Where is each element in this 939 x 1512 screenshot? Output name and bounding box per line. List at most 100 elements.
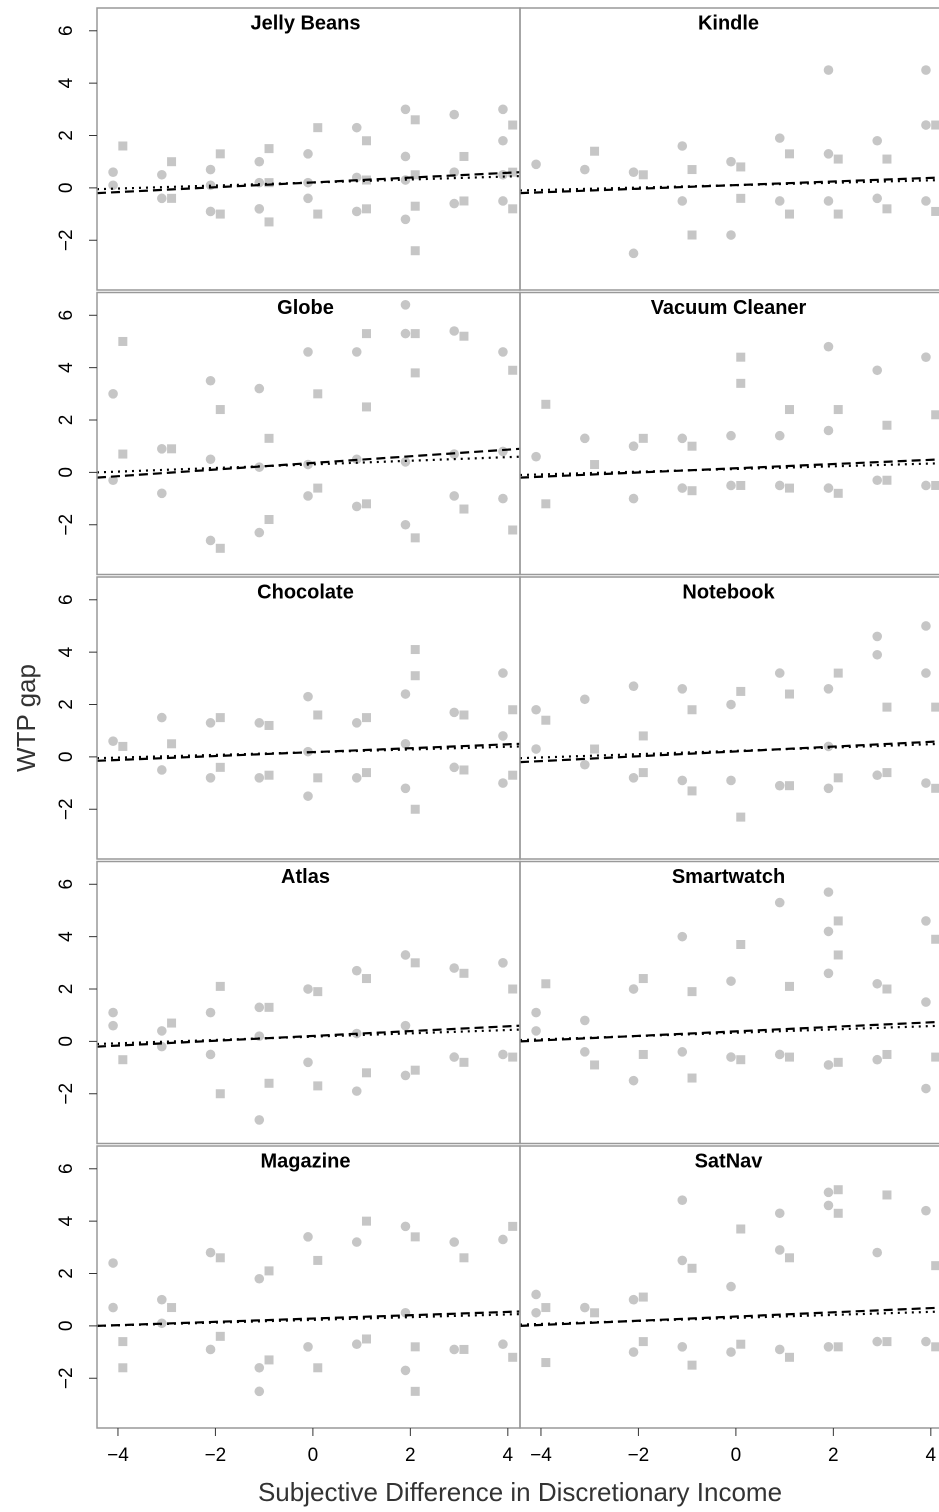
panel-border bbox=[519, 860, 939, 1145]
point bbox=[590, 1060, 600, 1070]
point bbox=[264, 1078, 274, 1088]
point bbox=[921, 778, 931, 788]
point bbox=[264, 770, 274, 780]
x-tick-label: −2 bbox=[628, 1445, 650, 1466]
point bbox=[157, 488, 167, 499]
point bbox=[205, 1344, 216, 1355]
point bbox=[736, 378, 746, 388]
point bbox=[726, 976, 736, 986]
y-tick-label: 0 bbox=[56, 467, 77, 478]
point bbox=[498, 196, 508, 206]
point bbox=[205, 718, 216, 728]
point bbox=[108, 389, 118, 399]
point bbox=[833, 773, 843, 783]
point bbox=[921, 352, 931, 362]
point bbox=[215, 762, 225, 772]
point bbox=[726, 1347, 736, 1357]
point bbox=[872, 1336, 883, 1347]
point bbox=[833, 488, 843, 498]
point bbox=[410, 1342, 420, 1352]
point bbox=[400, 104, 411, 115]
x-tick-label: 0 bbox=[308, 1445, 319, 1466]
point bbox=[361, 1068, 371, 1078]
point bbox=[361, 1216, 371, 1226]
point bbox=[264, 178, 274, 188]
point bbox=[628, 441, 639, 451]
point bbox=[410, 1232, 420, 1242]
point bbox=[628, 773, 639, 783]
point bbox=[303, 791, 313, 801]
point bbox=[508, 984, 518, 994]
point bbox=[823, 1342, 834, 1352]
point bbox=[687, 230, 697, 240]
point bbox=[931, 783, 939, 793]
point bbox=[215, 543, 225, 553]
point bbox=[351, 1086, 362, 1096]
point bbox=[508, 1052, 518, 1062]
point bbox=[774, 196, 785, 206]
point bbox=[823, 196, 834, 206]
point bbox=[459, 1057, 469, 1067]
point bbox=[410, 533, 420, 543]
point bbox=[921, 997, 931, 1007]
point bbox=[215, 1253, 225, 1263]
point bbox=[931, 1342, 939, 1352]
point bbox=[580, 1047, 590, 1057]
point bbox=[313, 483, 323, 493]
point bbox=[638, 768, 648, 778]
panel bbox=[520, 621, 939, 822]
point bbox=[774, 1344, 785, 1355]
x-tick-label: 0 bbox=[731, 1445, 742, 1466]
point bbox=[303, 149, 313, 159]
point bbox=[264, 433, 274, 443]
point bbox=[254, 527, 265, 538]
y-tick-label: 4 bbox=[56, 77, 77, 88]
point bbox=[590, 1308, 600, 1318]
panel bbox=[520, 1185, 939, 1370]
point bbox=[774, 897, 785, 908]
point bbox=[931, 1052, 939, 1062]
y-tick-label: 2 bbox=[56, 1268, 77, 1279]
panel-title: Smartwatch bbox=[672, 866, 785, 888]
panel-title: Vacuum Cleaner bbox=[651, 297, 807, 319]
point bbox=[215, 1089, 225, 1099]
point bbox=[882, 204, 892, 214]
y-tick-label: 6 bbox=[56, 25, 77, 36]
panel-title: Jelly Beans bbox=[250, 12, 360, 34]
point bbox=[254, 1273, 265, 1284]
panel bbox=[97, 1216, 520, 1397]
point bbox=[921, 621, 931, 631]
point bbox=[736, 480, 746, 490]
point bbox=[498, 1234, 508, 1245]
point bbox=[498, 668, 508, 678]
point bbox=[108, 1302, 118, 1313]
point bbox=[459, 710, 469, 720]
point bbox=[628, 984, 639, 994]
trend-line bbox=[520, 462, 939, 477]
point bbox=[677, 196, 688, 206]
point bbox=[628, 248, 639, 259]
point bbox=[449, 1052, 460, 1062]
point bbox=[400, 519, 411, 530]
point bbox=[872, 365, 883, 376]
point bbox=[531, 1007, 541, 1018]
point bbox=[498, 1049, 508, 1060]
point bbox=[687, 1073, 697, 1083]
point bbox=[784, 1352, 794, 1362]
point bbox=[628, 1075, 639, 1086]
panel-title: Kindle bbox=[698, 12, 759, 34]
point bbox=[921, 916, 931, 926]
point bbox=[833, 950, 843, 960]
point bbox=[638, 731, 648, 741]
point bbox=[823, 1200, 834, 1211]
point bbox=[498, 104, 508, 115]
point bbox=[931, 934, 939, 944]
point bbox=[736, 162, 746, 172]
point bbox=[459, 1344, 469, 1354]
x-tick-label: −4 bbox=[107, 1445, 129, 1466]
point bbox=[508, 1221, 518, 1231]
point bbox=[882, 984, 892, 994]
point bbox=[313, 123, 323, 133]
point bbox=[361, 713, 371, 723]
point bbox=[361, 402, 371, 412]
